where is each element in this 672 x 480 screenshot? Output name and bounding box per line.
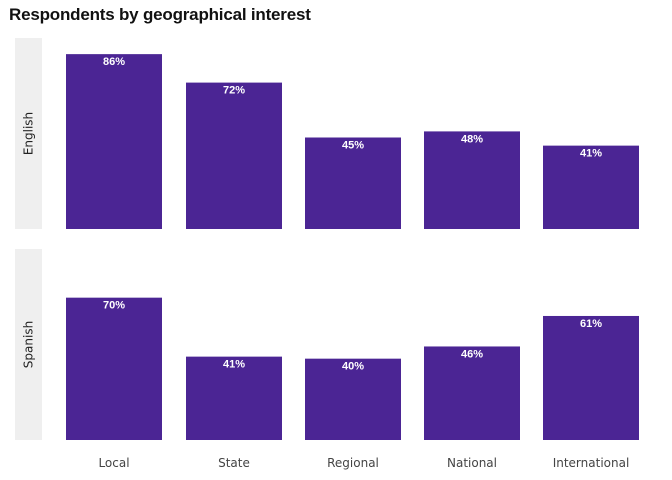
bar-label-spanish-regional: 40% <box>342 361 364 373</box>
bar-spanish-local <box>66 297 162 440</box>
bar-english-state <box>186 82 282 229</box>
facet-strip-spanish <box>15 249 42 440</box>
facet-strip-english <box>15 38 42 229</box>
bar-label-english-international: 41% <box>580 148 602 160</box>
x-tick-label-state: State <box>218 456 250 470</box>
bar-english-international <box>543 145 639 229</box>
bar-spanish-national <box>424 346 520 440</box>
bar-label-spanish-international: 61% <box>580 318 602 330</box>
chart-title: Respondents by geographical interest <box>9 5 311 24</box>
bar-label-english-local: 86% <box>103 56 125 68</box>
x-tick-label-international: International <box>553 456 630 470</box>
bar-label-spanish-local: 70% <box>103 300 125 312</box>
bar-spanish-regional <box>305 358 401 440</box>
bar-spanish-international <box>543 315 639 440</box>
bar-label-spanish-national: 46% <box>461 348 483 360</box>
x-tick-label-national: National <box>447 456 497 470</box>
facet-label-spanish: Spanish <box>22 321 36 368</box>
bar-english-local <box>66 54 162 230</box>
bar-spanish-state <box>186 356 282 440</box>
x-tick-label-regional: Regional <box>327 456 379 470</box>
bar-label-english-state: 72% <box>223 85 245 97</box>
bar-english-regional <box>305 137 401 229</box>
bar-label-english-national: 48% <box>461 133 483 145</box>
bar-english-national <box>424 131 520 229</box>
bar-label-spanish-state: 41% <box>223 359 245 371</box>
bar-label-english-regional: 45% <box>342 140 364 152</box>
facet-label-english: English <box>22 112 36 155</box>
x-tick-label-local: Local <box>98 456 129 470</box>
